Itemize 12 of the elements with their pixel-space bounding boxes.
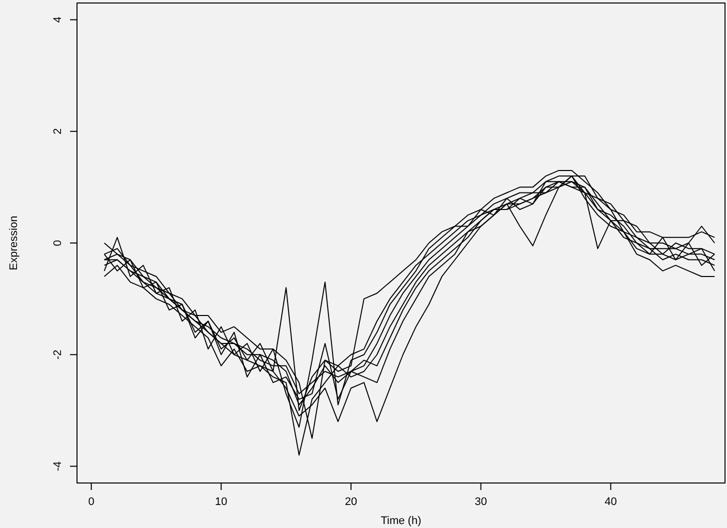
x-tick-label: 20 [344, 496, 358, 508]
x-axis-title: Time (h) [380, 515, 422, 527]
x-tick-label: 40 [604, 496, 617, 508]
x-tick-label: 10 [215, 496, 228, 508]
y-tick-label: 2 [52, 128, 64, 134]
y-axis-title: Expression [8, 216, 20, 270]
y-tick-label: -4 [52, 461, 64, 472]
y-tick-label: 0 [52, 240, 64, 246]
x-tick-label: 30 [474, 496, 487, 508]
y-tick-label: 4 [52, 16, 64, 23]
y-tick-label: -2 [52, 350, 64, 360]
x-tick-label: 0 [88, 496, 94, 508]
